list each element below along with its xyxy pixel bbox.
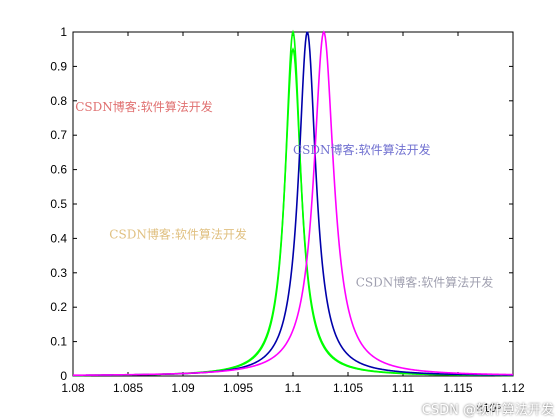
x-axis-exponent: ×10⁵ <box>476 401 501 415</box>
y-tick-label: 0.3 <box>50 266 67 280</box>
credit-watermark: CSDN @软件算法开发 <box>421 403 554 418</box>
y-tick-label: 0.8 <box>50 94 67 108</box>
series-line-2 <box>72 31 513 377</box>
y-tick-label: 1 <box>60 25 67 39</box>
x-tick-label: 1.09 <box>171 381 195 395</box>
y-tick-label: 0.9 <box>50 59 67 73</box>
x-tick-label: 1.085 <box>113 381 143 395</box>
series-line-0 <box>73 29 513 377</box>
x-tick-label: 1.08 <box>61 381 85 395</box>
watermark-annotation: CSDN博客:软件算法开发 <box>109 226 247 241</box>
x-tick-label: 1.12 <box>501 381 525 395</box>
watermark-annotation: CSDN博客:软件算法开发 <box>356 275 494 290</box>
y-tick-label: 0.7 <box>50 128 67 142</box>
y-tick-label: 0.6 <box>50 163 67 177</box>
series-line-3 <box>73 30 514 377</box>
x-tick-label: 1.115 <box>443 381 472 395</box>
y-tick-label: 0 <box>60 369 67 383</box>
watermark-annotation: CSDN博客:软件算法开发 <box>75 99 213 114</box>
x-tick-label: 1.095 <box>223 381 253 395</box>
x-tick-label: 1.105 <box>333 381 363 395</box>
watermark-annotation: CSDN博客:软件算法开发 <box>293 142 431 157</box>
y-tick-label: 0.5 <box>50 197 67 211</box>
plot-frame <box>72 31 514 377</box>
y-tick-label: 0.2 <box>50 300 67 314</box>
y-tick-label: 0.1 <box>50 335 67 349</box>
x-tick-label: 1.1 <box>285 381 302 395</box>
x-tick-label: 1.11 <box>392 381 415 395</box>
y-tick-label: 0.4 <box>50 231 67 245</box>
series-line-1 <box>73 47 513 377</box>
